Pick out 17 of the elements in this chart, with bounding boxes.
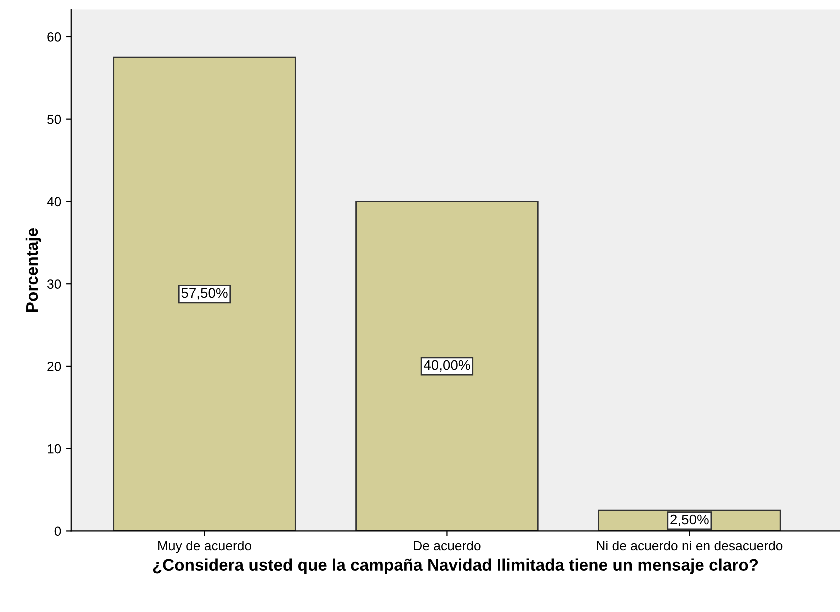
- y-tick-label: 50: [48, 114, 62, 124]
- y-tick-label: 60: [48, 32, 62, 42]
- y-tick-label: 0: [54, 526, 62, 536]
- y-tick-label: 40: [47, 197, 62, 207]
- y-tick-label: 10: [48, 444, 62, 454]
- y-axis-title: Porcentaje: [26, 228, 42, 312]
- x-tick-label: De acuerdo: [414, 540, 481, 551]
- bar: [113, 56, 296, 532]
- data-label: 57,50%: [182, 288, 228, 300]
- bar: [356, 201, 539, 532]
- y-tick-label: 30: [48, 280, 62, 290]
- x-tick-label: Ni de acuerdo ni en desacuerdo: [597, 540, 783, 551]
- y-tick-label: 20: [48, 362, 62, 372]
- data-label: 2,50%: [670, 514, 709, 526]
- x-tick-label: Muy de acuerdo: [158, 540, 252, 554]
- x-axis-title: ¿Considera usted que la campaña Navidad Ilimitada tiene un mensaje claro?: [153, 558, 758, 574]
- data-label: 40,00%: [424, 360, 470, 372]
